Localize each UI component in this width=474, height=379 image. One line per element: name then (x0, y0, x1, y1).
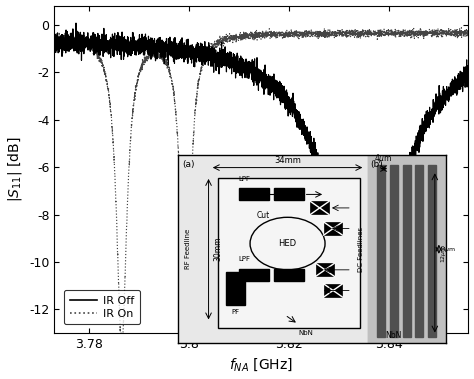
X-axis label: $f_{NA}$ [GHz]: $f_{NA}$ [GHz] (229, 357, 293, 373)
Text: RF Feedline: RF Feedline (185, 229, 191, 269)
IR Off (356, 331, 361, 335)
Text: Cut: Cut (257, 211, 270, 220)
Text: 34mm: 34mm (274, 156, 301, 165)
Legend: IR Off, IR On: IR Off, IR On (64, 290, 140, 324)
Text: 4$\mu$m: 4$\mu$m (441, 245, 456, 254)
IR Off (229, 56, 235, 60)
IR On (418, 25, 423, 30)
IR Off (52, 38, 57, 42)
IR Off (432, 106, 438, 111)
Bar (390, 165, 398, 337)
Bar (324, 284, 342, 297)
Bar (178, 155, 368, 343)
Bar (274, 269, 304, 281)
Bar (377, 165, 385, 337)
Text: NbN: NbN (385, 331, 401, 340)
Bar (324, 222, 342, 235)
Bar (368, 155, 446, 343)
Text: 4$\mu$m: 4$\mu$m (374, 152, 393, 165)
Bar (226, 272, 245, 305)
IR Off (248, 70, 254, 75)
Text: (b): (b) (370, 160, 383, 169)
Bar (310, 201, 329, 215)
Bar (415, 165, 423, 337)
IR On (432, 29, 438, 33)
Bar (239, 269, 269, 281)
IR On (248, 35, 254, 39)
Text: 30mm: 30mm (214, 237, 223, 262)
Bar (239, 188, 269, 200)
IR On (465, 34, 471, 38)
Bar (368, 155, 446, 343)
Text: (a): (a) (182, 160, 194, 169)
IR Off (226, 59, 231, 64)
IR On (52, 37, 57, 41)
Text: DC Feedlines: DC Feedlines (358, 227, 364, 272)
Text: HED: HED (279, 239, 297, 248)
Bar (274, 188, 304, 200)
IR Off (465, 71, 471, 76)
Text: 12$\mu$m: 12$\mu$m (439, 243, 448, 263)
IR Off (453, 90, 459, 95)
IR Off (73, 21, 79, 25)
Text: LPF: LPF (239, 175, 251, 182)
Line: IR Off: IR Off (55, 23, 468, 333)
Bar (316, 263, 335, 276)
Bar (428, 165, 436, 337)
IR On (353, 34, 358, 39)
IR On (118, 331, 123, 335)
Text: PF: PF (231, 309, 239, 315)
Text: NbN: NbN (299, 330, 314, 336)
Line: IR On: IR On (55, 28, 468, 333)
IR Off (353, 322, 358, 326)
Bar (218, 178, 360, 328)
IR On (226, 34, 231, 39)
Text: LPF: LPF (239, 256, 251, 262)
Y-axis label: $|S_{11}|$ [dB]: $|S_{11}|$ [dB] (6, 137, 24, 202)
IR On (453, 29, 459, 33)
IR On (229, 37, 235, 41)
Bar (403, 165, 411, 337)
